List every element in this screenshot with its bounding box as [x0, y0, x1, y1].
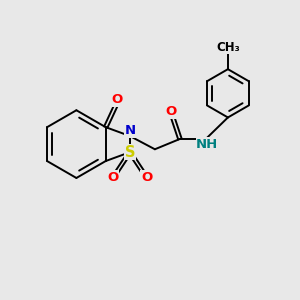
Text: O: O [166, 105, 177, 118]
Text: O: O [112, 93, 123, 106]
Text: O: O [107, 171, 119, 184]
Text: S: S [124, 145, 135, 160]
Text: NH: NH [196, 138, 218, 151]
Text: CH₃: CH₃ [216, 41, 240, 54]
Text: N: N [124, 124, 135, 137]
Text: O: O [141, 171, 152, 184]
